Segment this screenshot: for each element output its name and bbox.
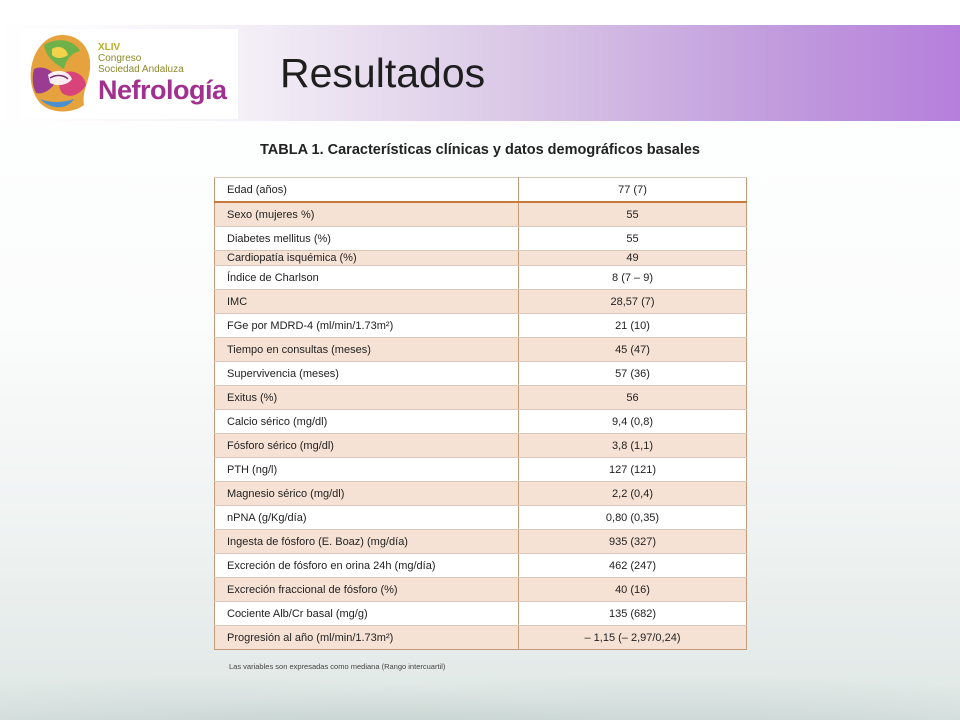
row-value: 0,80 (0,35) bbox=[518, 505, 747, 530]
table-row: Progresión al año (ml/min/1.73m²) – 1,15 … bbox=[214, 625, 747, 650]
logo-line-1: Congreso bbox=[98, 53, 142, 64]
row-label: Índice de Charlson bbox=[214, 265, 519, 290]
row-value: 40 (16) bbox=[518, 577, 747, 602]
row-value: 935 (327) bbox=[518, 529, 747, 554]
row-value: 57 (36) bbox=[518, 361, 747, 386]
table-row: Supervivencia (meses) 57 (36) bbox=[214, 361, 747, 386]
congress-logo: XLIV Congreso Sociedad Andaluza Nefrolog… bbox=[22, 29, 238, 119]
row-label: Magnesio sérico (mg/dl) bbox=[214, 481, 519, 506]
table-row: FGe por MDRD-4 (ml/min/1.73m²) 21 (10) bbox=[214, 313, 747, 338]
table-body: Edad (años) 77 (7) Sexo (mujeres %) 55 Diabe… bbox=[214, 177, 747, 650]
table-row: IMC 28,57 (7) bbox=[214, 289, 747, 314]
row-label: Fósforo sérico (mg/dl) bbox=[214, 433, 519, 458]
row-value: 2,2 (0,4) bbox=[518, 481, 747, 506]
row-value: 28,57 (7) bbox=[518, 289, 747, 314]
logo-brand: Nefrología bbox=[98, 75, 227, 105]
row-label: FGe por MDRD-4 (ml/min/1.73m²) bbox=[214, 313, 519, 338]
kidney-figure-icon bbox=[30, 35, 91, 112]
row-label: Excreción de fósforo en orina 24h (mg/dí… bbox=[214, 553, 519, 578]
row-label: Calcio sérico (mg/dl) bbox=[214, 409, 519, 434]
row-value: 77 (7) bbox=[518, 177, 747, 203]
row-label: Excreción fraccional de fósforo (%) bbox=[214, 577, 519, 602]
row-label: Sexo (mujeres %) bbox=[214, 201, 519, 227]
row-value: 55 bbox=[518, 201, 747, 227]
row-value: 462 (247) bbox=[518, 553, 747, 578]
row-value: 45 (47) bbox=[518, 337, 747, 362]
table-row: Sexo (mujeres %) 55 bbox=[214, 201, 747, 227]
table-row: Índice de Charlson 8 (7 – 9) bbox=[214, 265, 747, 290]
table-row: Fósforo sérico (mg/dl) 3,8 (1,1) bbox=[214, 433, 747, 458]
baseline-characteristics-table: Edad (años) 77 (7) Sexo (mujeres %) 55 Diabe… bbox=[214, 177, 747, 650]
top-margin bbox=[0, 0, 960, 25]
row-label: nPNA (g/Kg/día) bbox=[214, 505, 519, 530]
row-label: Cociente Alb/Cr basal (mg/g) bbox=[214, 601, 519, 626]
row-value: 8 (7 – 9) bbox=[518, 265, 747, 290]
row-label: PTH (ng/l) bbox=[214, 457, 519, 482]
row-value: 3,8 (1,1) bbox=[518, 433, 747, 458]
row-label: Progresión al año (ml/min/1.73m²) bbox=[214, 625, 519, 650]
row-value: – 1,15 (– 2,97/0,24) bbox=[518, 625, 747, 650]
table-footnote: Las variables son expresadas como median… bbox=[229, 662, 446, 671]
table-row: Excreción fraccional de fósforo (%) 40 (1… bbox=[214, 577, 747, 602]
row-value: 9,4 (0,8) bbox=[518, 409, 747, 434]
row-value: 135 (682) bbox=[518, 601, 747, 626]
row-label: Supervivencia (meses) bbox=[214, 361, 519, 386]
table-row: Excreción de fósforo en orina 24h (mg/dí… bbox=[214, 553, 747, 578]
row-value: 49 bbox=[518, 250, 747, 266]
table-title: TABLA 1. Características clínicas y dato… bbox=[259, 142, 700, 158]
table-row: nPNA (g/Kg/día) 0,80 (0,35) bbox=[214, 505, 747, 530]
row-label: Exitus (%) bbox=[214, 385, 519, 410]
logo-line-2: Sociedad Andaluza bbox=[98, 64, 184, 75]
table-row: Tiempo en consultas (meses) 45 (47) bbox=[214, 337, 747, 362]
row-value: 55 bbox=[518, 226, 747, 251]
row-label: IMC bbox=[214, 289, 519, 314]
row-label: Ingesta de fósforo (E. Boaz) (mg/día) bbox=[214, 529, 519, 554]
table-row: Calcio sérico (mg/dl) 9,4 (0,8) bbox=[214, 409, 747, 434]
row-label: Diabetes mellitus (%) bbox=[214, 226, 519, 251]
table-row: Magnesio sérico (mg/dl) 2,2 (0,4) bbox=[214, 481, 747, 506]
logo-edition: XLIV bbox=[98, 42, 121, 53]
table-row: Exitus (%) 56 bbox=[214, 385, 747, 410]
table-row: Cociente Alb/Cr basal (mg/g) 135 (682) bbox=[214, 601, 747, 626]
table-row: PTH (ng/l) 127 (121) bbox=[214, 457, 747, 482]
table-row: Ingesta de fósforo (E. Boaz) (mg/día) 935… bbox=[214, 529, 747, 554]
slide-title: Resultados bbox=[280, 50, 486, 96]
table-row: Diabetes mellitus (%) 55 bbox=[214, 226, 747, 251]
row-value: 56 bbox=[518, 385, 747, 410]
row-label: Cardiopatía isquémica (%) bbox=[214, 250, 519, 266]
table-row: Edad (años) 77 (7) bbox=[214, 177, 747, 203]
row-label: Edad (años) bbox=[214, 177, 519, 203]
row-value: 127 (121) bbox=[518, 457, 747, 482]
row-value: 21 (10) bbox=[518, 313, 747, 338]
table-row: Cardiopatía isquémica (%) 49 bbox=[214, 250, 747, 266]
row-label: Tiempo en consultas (meses) bbox=[214, 337, 519, 362]
